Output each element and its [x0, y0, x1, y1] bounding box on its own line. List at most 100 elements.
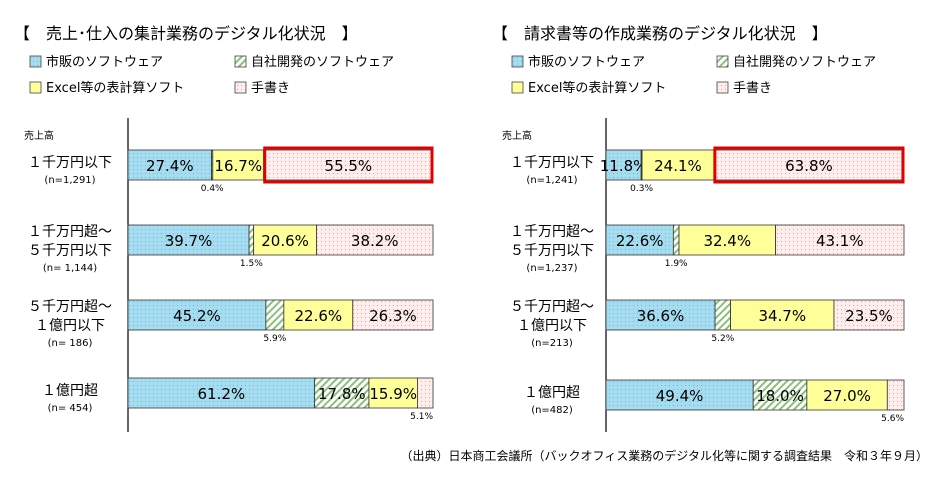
y-group-label: 売上高 — [502, 129, 532, 142]
data-label-small: 5.2% — [711, 334, 734, 344]
data-label: 61.2% — [198, 385, 246, 403]
data-label: 16.7% — [214, 157, 262, 175]
data-label-small: 5.9% — [263, 334, 286, 344]
category-n-label: (n=1,241) — [526, 175, 577, 186]
data-label: 32.4% — [703, 232, 751, 250]
legend-label-handwritten: 手書き — [733, 81, 772, 96]
data-label: 43.1% — [816, 232, 864, 250]
chart-invoices: 【 請求書等の作成業務のデジタル化状況 】市販のソフトウェア 自社開発のソフトウェ… — [492, 24, 905, 432]
legend-swatch-handwritten — [234, 81, 247, 94]
bar-segment-handwritten — [775, 224, 905, 256]
category-n-label: (n= 186) — [48, 338, 93, 349]
legend-label-inhouse: 自社開発のソフトウェア — [251, 54, 394, 70]
data-label: 45.2% — [173, 307, 221, 325]
bar-segment-commercial — [127, 377, 316, 409]
legend-swatch-excel — [511, 81, 524, 94]
bar-segment-excel — [806, 379, 888, 411]
data-label: 49.4% — [656, 387, 704, 405]
bar-segment-excel — [368, 377, 418, 409]
category-label: ５千万円以下 — [28, 243, 112, 259]
data-label: 11.8% — [600, 157, 648, 175]
data-label: 38.2% — [351, 232, 399, 250]
data-label: 63.8% — [785, 157, 833, 175]
data-label: 24.1% — [654, 157, 702, 175]
data-label: 39.7% — [165, 232, 213, 250]
data-label: 22.6% — [294, 307, 342, 325]
bar-segment-excel — [678, 224, 776, 256]
data-label-small: 5.1% — [410, 412, 433, 422]
legend-swatch-handwritten — [716, 81, 729, 94]
bar-segment-handwritten — [316, 224, 434, 256]
legend-label-commercial: 市販のソフトウェア — [46, 54, 163, 70]
legend-swatch-commercial — [511, 55, 524, 68]
highlight-box — [713, 146, 905, 184]
category-label: １億円超 — [42, 383, 98, 399]
data-label: 22.6% — [616, 232, 664, 250]
bar-segment-inhouse — [672, 224, 680, 256]
chart-sales-purchases: 【 売上･仕入の集計業務のデジタル化状況 】市販のソフトウェア 自社開発のソフトウ… — [14, 24, 434, 432]
bar-segment-handwritten — [886, 379, 905, 411]
bar-segment-commercial — [605, 224, 674, 256]
legend-swatch-inhouse — [234, 55, 247, 68]
bar-segment-commercial — [605, 299, 716, 331]
category-label: １千万円超～ — [28, 224, 112, 240]
data-label-small: 0.3% — [630, 184, 653, 194]
bar-segment-handwritten — [352, 299, 434, 331]
data-label: 18.0% — [756, 387, 804, 405]
bar-segment-inhouse — [248, 224, 255, 256]
legend-swatch-commercial — [29, 55, 42, 68]
legend-label-inhouse: 自社開発のソフトウェア — [733, 54, 876, 70]
data-label-small: 0.4% — [201, 184, 224, 194]
bar-segment-handwritten — [713, 149, 905, 181]
legend-label-commercial: 市販のソフトウェア — [528, 54, 645, 70]
category-label: ５千万円以下 — [510, 243, 594, 259]
category-label: １億円以下 — [517, 318, 587, 334]
bar-segment-commercial — [127, 224, 250, 256]
category-n-label: (n=213) — [531, 338, 573, 349]
category-n-label: (n=482) — [531, 405, 573, 416]
category-label: １千万円以下 — [28, 155, 112, 171]
category-n-label: (n= 1,144) — [43, 263, 97, 274]
category-n-label: (n= 454) — [48, 403, 93, 414]
legend-label-handwritten: 手書き — [251, 81, 290, 96]
category-n-label: (n=1,291) — [44, 175, 95, 186]
category-label: ５千万円超～ — [510, 299, 594, 315]
category-label: ５千万円超～ — [28, 299, 112, 315]
bar-segment-commercial — [605, 149, 642, 181]
data-label: 26.3% — [369, 307, 417, 325]
y-group-label: 売上高 — [24, 129, 54, 142]
data-label: 17.8% — [318, 385, 366, 403]
data-label: 34.7% — [758, 307, 806, 325]
data-label: 27.4% — [146, 157, 194, 175]
chart-title: 【 売上･仕入の集計業務のデジタル化状況 】 — [14, 24, 358, 43]
bar-segment-commercial — [605, 379, 754, 411]
bar-segment-handwritten — [263, 149, 434, 181]
bar-segment-inhouse — [714, 299, 731, 331]
bar-segment-handwritten — [417, 377, 434, 409]
bar-segment-inhouse — [314, 377, 370, 409]
bar-segment-handwritten — [833, 299, 905, 331]
category-label: １千万円超～ — [510, 224, 594, 240]
data-label-small: 5.6% — [881, 414, 904, 424]
data-label-small: 1.5% — [240, 259, 263, 269]
data-label: 27.0% — [823, 387, 871, 405]
bar-segment-excel — [641, 149, 715, 181]
chart-title: 【 請求書等の作成業務のデジタル化状況 】 — [492, 24, 828, 43]
bar-segment-excel — [212, 149, 265, 181]
legend-label-excel: Excel等の表計算ソフト — [46, 80, 184, 96]
bar-segment-inhouse — [752, 379, 808, 411]
data-label: 36.6% — [637, 307, 685, 325]
bar-segment-excel — [730, 299, 835, 331]
data-label: 55.5% — [325, 157, 373, 175]
data-label: 23.5% — [845, 307, 893, 325]
category-label: １億円以下 — [35, 318, 105, 334]
data-label: 15.9% — [369, 385, 417, 403]
category-n-label: (n=1,237) — [526, 263, 577, 274]
source-note: （出典）日本商工会議所（バックオフィス業務のデジタル化等に関する調査結果 令和３… — [400, 449, 928, 463]
data-label-small: 1.9% — [665, 259, 688, 269]
highlight-box — [263, 146, 434, 184]
legend-swatch-inhouse — [716, 55, 729, 68]
legend-swatch-excel — [29, 81, 42, 94]
data-label: 20.6% — [261, 232, 309, 250]
